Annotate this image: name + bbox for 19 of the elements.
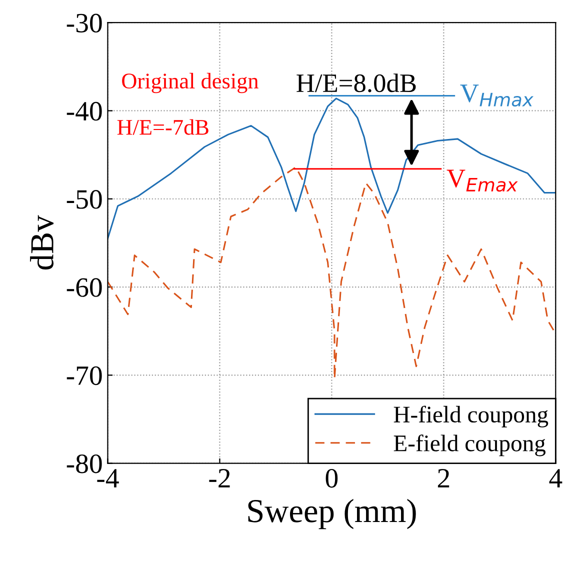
y-tick-label: -70 bbox=[66, 366, 102, 386]
legend-label: H-field coupong bbox=[394, 406, 548, 428]
x-tick-label: 2 bbox=[438, 469, 450, 488]
line-series bbox=[108, 166, 556, 380]
annotation: H/E=-7dB bbox=[117, 119, 208, 135]
annotation: Original design bbox=[122, 72, 258, 94]
y-axis-title: dBv bbox=[30, 215, 54, 270]
y-tick-label: -40 bbox=[66, 102, 102, 121]
x-axis-title: Sweep (mm) bbox=[248, 498, 416, 530]
legend-label: E-field coupong bbox=[394, 434, 546, 456]
y-tick-label: -60 bbox=[66, 278, 102, 297]
x-tick-label: -2 bbox=[209, 469, 230, 488]
annotation: H/E=8.0dB bbox=[296, 74, 416, 92]
series-label: V$_{Emax}$ bbox=[446, 170, 518, 192]
y-tick-label: -30 bbox=[66, 14, 102, 33]
x-tick-label: 0 bbox=[326, 468, 338, 488]
x-tick-label: 4 bbox=[549, 469, 562, 488]
y-tick-label: -50 bbox=[66, 190, 102, 209]
series-label: V$_{Hmax}$ bbox=[460, 84, 534, 107]
